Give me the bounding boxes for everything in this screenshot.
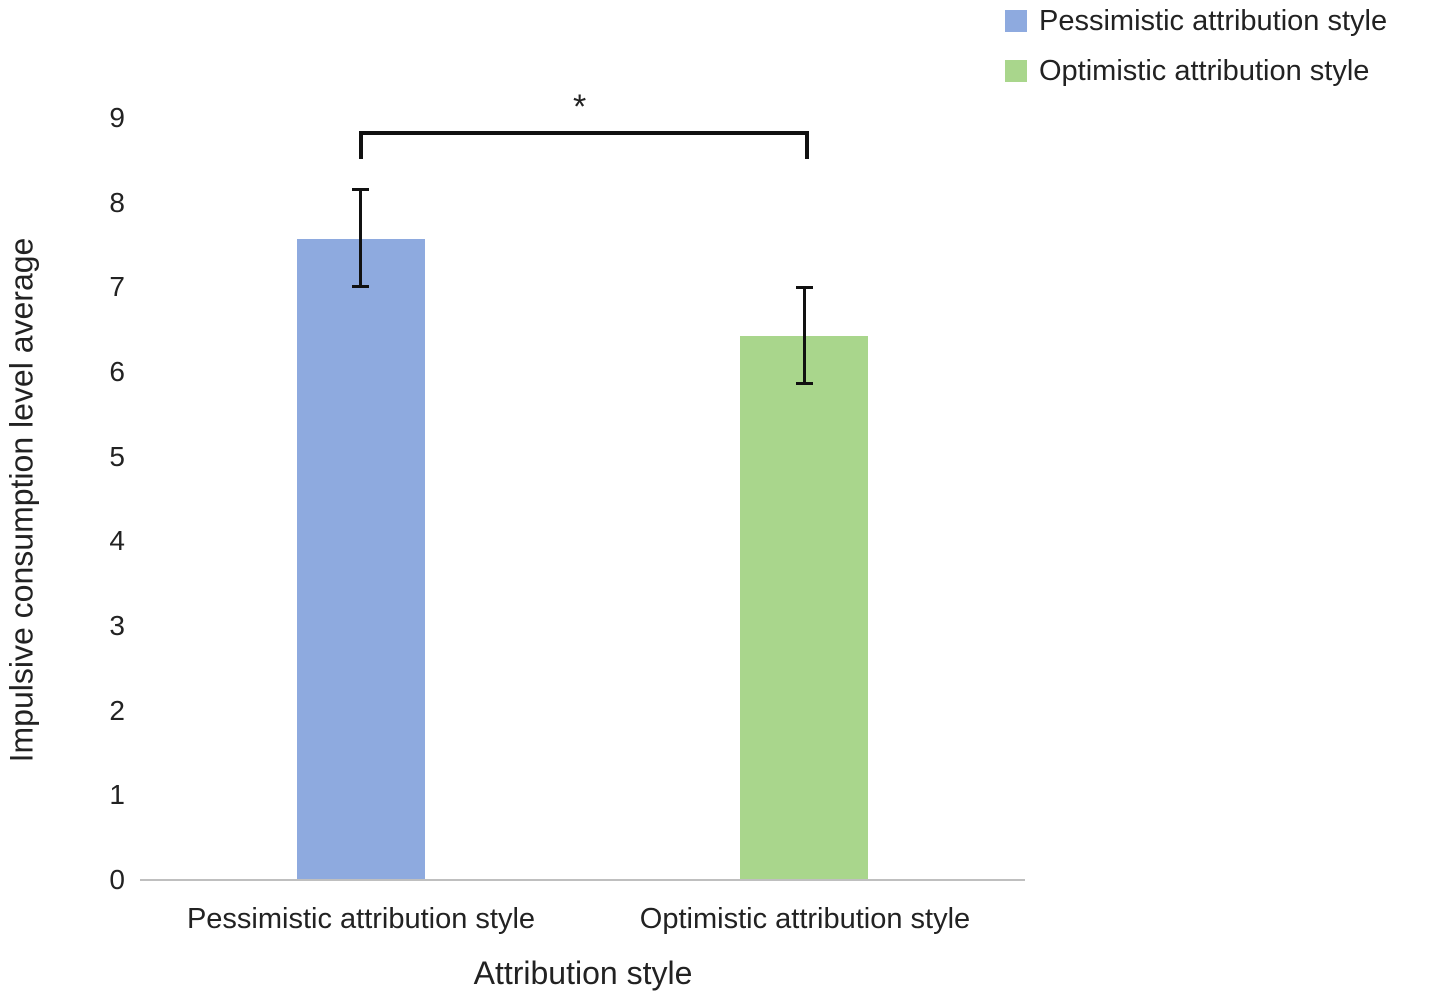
bar-optimistic [740,336,868,880]
y-tick-4: 4 [109,525,125,556]
significance-star: * [573,88,587,126]
x-label-optimistic: Optimistic attribution style [639,903,971,935]
legend: Pessimistic attribution style Optimistic… [1005,0,1387,96]
y-tick-1: 1 [109,779,125,810]
legend-swatch-blue [1005,10,1027,32]
legend-label: Pessimistic attribution style [1039,4,1388,37]
legend-label: Optimistic attribution style [1039,54,1370,87]
y-tick-7: 7 [109,271,125,302]
legend-swatch-green [1005,60,1027,82]
y-tick-0: 0 [109,864,125,895]
y-tick-6: 6 [109,356,125,387]
legend-item-pessimistic: Pessimistic attribution style [1005,0,1387,46]
bar-pessimistic [297,239,425,880]
x-label-pessimistic: Pessimistic attribution style [186,903,536,935]
x-axis-line [140,879,1025,881]
y-tick-5: 5 [109,441,125,472]
y-tick-8: 8 [109,187,125,218]
y-axis-title: Impulsive consumption level average [3,237,40,763]
y-tick-3: 3 [109,610,125,641]
y-tick-9: 9 [109,102,125,133]
x-axis-title: Attribution style [473,955,693,991]
y-tick-2: 2 [109,695,125,726]
legend-item-optimistic: Optimistic attribution style [1005,46,1387,96]
